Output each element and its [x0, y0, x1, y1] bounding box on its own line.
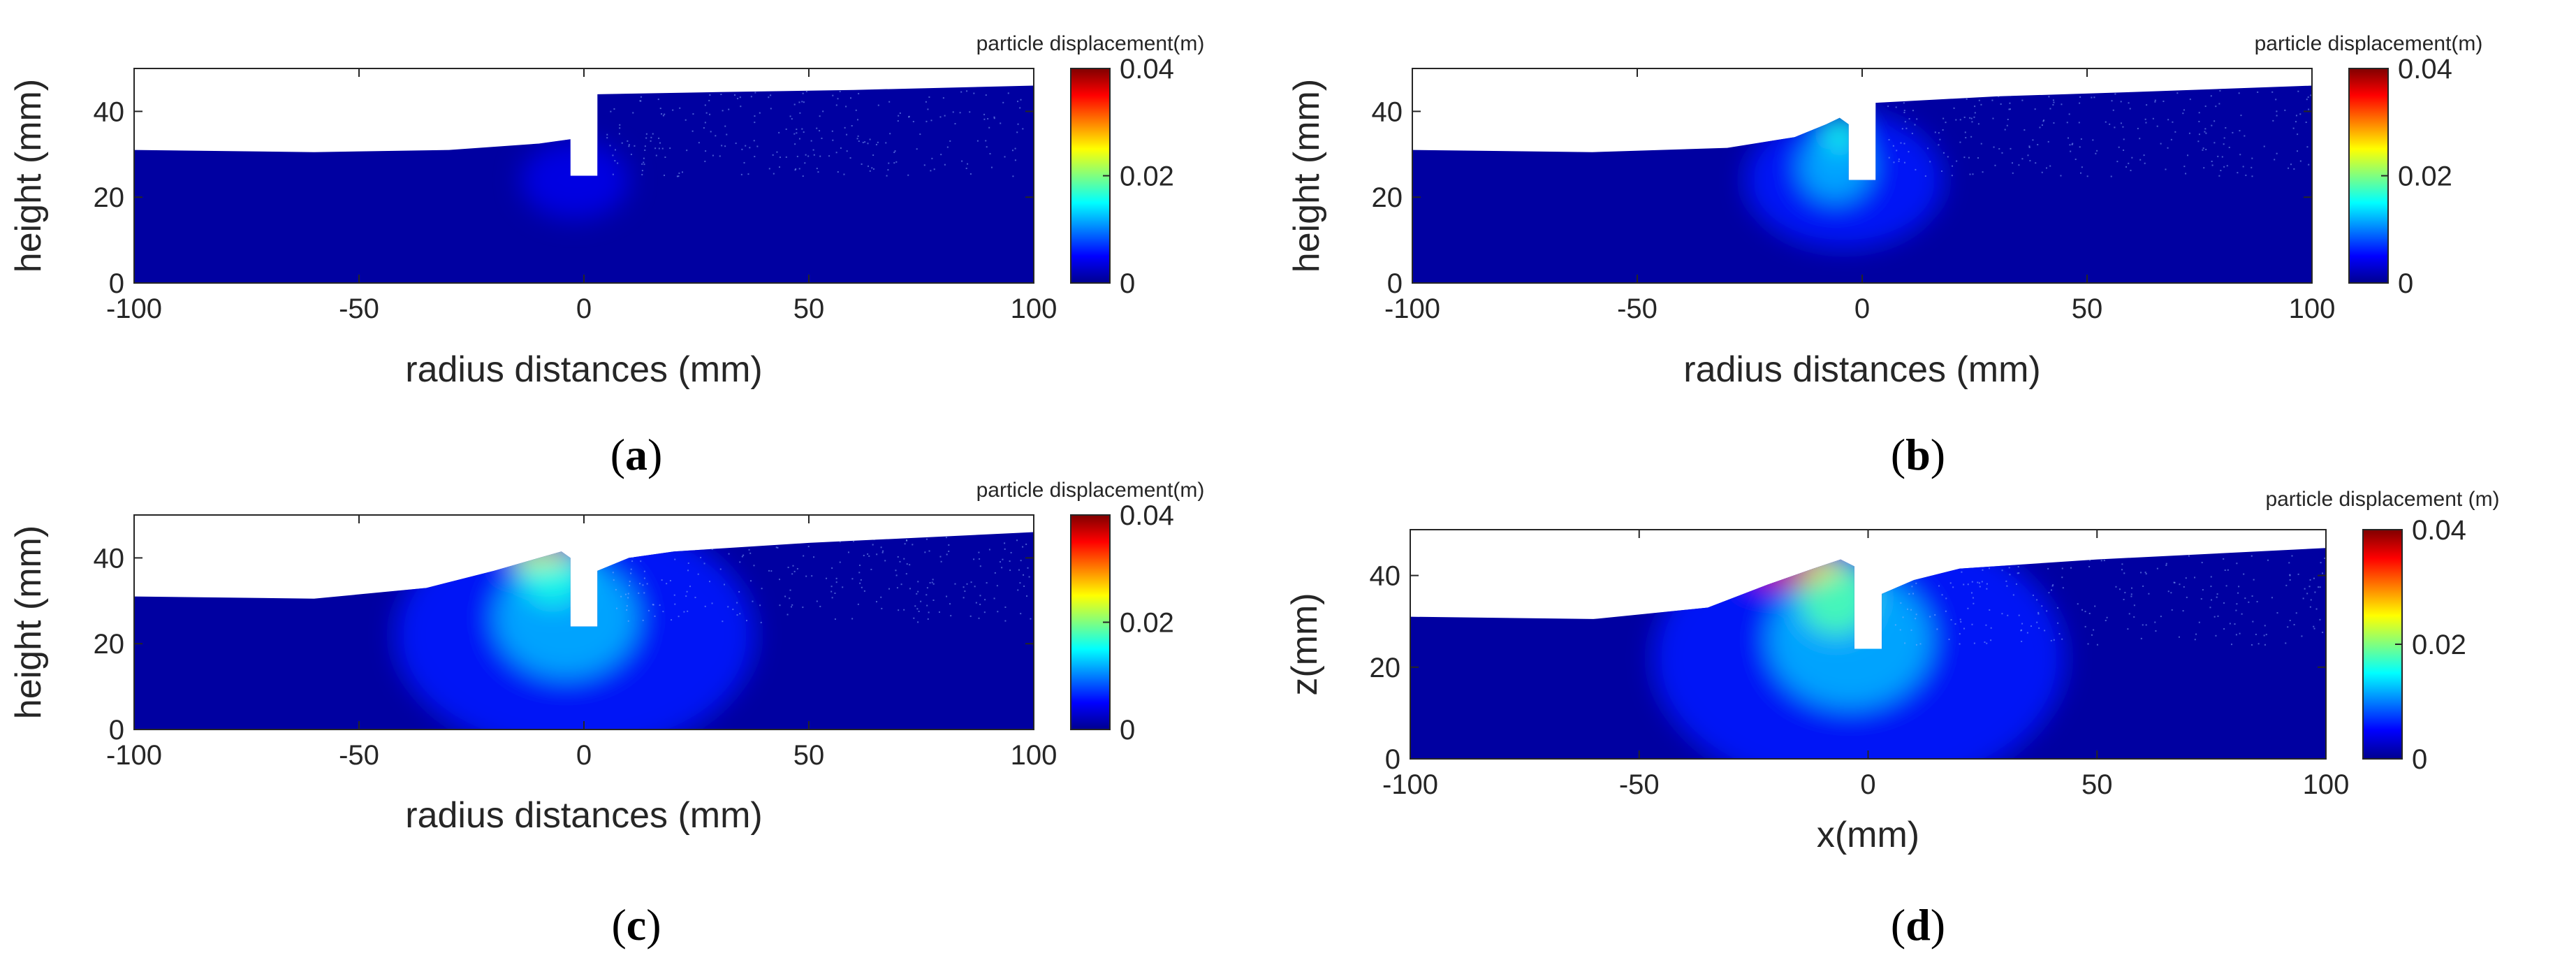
- colorbar-tick-label: 0: [1120, 715, 1135, 746]
- x-tick-label: 50: [2072, 293, 2103, 324]
- y-tick-label: 40: [94, 96, 125, 127]
- x-tick-label: 100: [1011, 293, 1058, 324]
- x-tick-label: -100: [1384, 293, 1440, 324]
- y-tick-label: 40: [1372, 96, 1403, 127]
- y-tick-label: 20: [1372, 182, 1403, 213]
- colorbar-title: particle displacement(m): [976, 479, 1205, 502]
- x-tick-label: 0: [576, 740, 592, 771]
- colorbar-tick-label: 0.02: [1120, 608, 1174, 639]
- colorbar-tick-label: 0.04: [1120, 500, 1174, 531]
- x-tick-label: 50: [793, 740, 825, 771]
- colorbar-tick-label: 0.02: [2398, 161, 2452, 192]
- colorbar-tick-label: 0: [1120, 268, 1135, 299]
- x-tick-label: -50: [1617, 293, 1657, 324]
- x-axis-label: x(mm): [1817, 815, 1919, 855]
- y-tick-label: 0: [109, 715, 124, 746]
- displacement-field: [1412, 85, 2312, 283]
- caption-b: (b): [1891, 430, 1945, 479]
- y-tick-label: 40: [1370, 561, 1401, 592]
- panel-d: -100 -50 0 50 100 0 20 40 x(mm) z(mm) 0 0.02 0.04 par…: [1285, 488, 2500, 855]
- y-tick-label: 0: [109, 268, 124, 299]
- y-tick-label: 20: [94, 629, 125, 660]
- panel-b: -100 -50 0 50 100 0 20 40 radius distances (mm) h…: [1287, 32, 2482, 390]
- displacement-field: [134, 85, 1034, 283]
- y-axis-label: height (mm): [8, 79, 49, 273]
- y-tick-label: 20: [1370, 653, 1401, 683]
- x-tick-label: 0: [1860, 769, 1875, 800]
- x-axis-label: radius distances (mm): [405, 795, 762, 836]
- colorbar-tick-label: 0.04: [2412, 515, 2466, 546]
- displacement-region: [520, 141, 629, 219]
- y-axis-label: z(mm): [1285, 593, 1325, 695]
- colorbar-tick-label: 0.04: [2398, 54, 2452, 85]
- colorbar-title: particle displacement(m): [2255, 32, 2483, 55]
- colorbar-tick-label: 0.02: [2412, 630, 2466, 660]
- x-tick-label: -100: [106, 293, 162, 324]
- x-tick-label: -100: [1382, 769, 1438, 800]
- x-tick-label: 100: [2303, 769, 2350, 800]
- x-tick-label: 50: [2081, 769, 2113, 800]
- colorbar-title: particle displacement(m): [976, 32, 1205, 55]
- displacement-region: [543, 544, 571, 563]
- x-axis-label: radius distances (mm): [1683, 349, 2040, 390]
- panel-c: -100 -50 0 50 100 0 20 40 radius distances (mm) h…: [8, 479, 1204, 836]
- displacement-region: [1822, 115, 1858, 150]
- y-axis-label: height (mm): [1287, 79, 1327, 273]
- y-axis-label: height (mm): [8, 525, 49, 719]
- caption-d: (d): [1891, 900, 1945, 950]
- panel-a: -100 -50 0 50 100 0 20 40 radius distances (mm) h…: [8, 32, 1204, 390]
- displacement-region: [1799, 557, 1845, 576]
- y-tick-label: 40: [94, 543, 125, 574]
- y-tick-label: 0: [1387, 268, 1403, 299]
- colorbar-title: particle displacement (m): [2265, 488, 2499, 511]
- y-tick-label: 0: [1385, 744, 1400, 775]
- colorbar-tick-label: 0.02: [1120, 161, 1174, 192]
- x-tick-label: 0: [576, 293, 592, 324]
- x-tick-label: 0: [1854, 293, 1870, 324]
- x-tick-label: 100: [2289, 293, 2336, 324]
- colorbar-tick-label: 0: [2412, 744, 2427, 775]
- y-tick-label: 20: [94, 182, 125, 213]
- colorbar-tick-label: 0: [2398, 268, 2413, 299]
- x-tick-label: -100: [106, 740, 162, 771]
- displacement-region: [1799, 561, 1873, 635]
- displacement-region: [1749, 566, 1822, 585]
- x-tick-label: -50: [339, 740, 379, 771]
- x-tick-label: -50: [339, 293, 379, 324]
- caption-a: (a): [610, 430, 663, 479]
- x-axis-label: radius distances (mm): [405, 349, 762, 390]
- x-tick-label: 100: [1011, 740, 1058, 771]
- x-tick-label: -50: [1619, 769, 1660, 800]
- x-tick-label: 50: [793, 293, 825, 324]
- colorbar-tick-label: 0.04: [1120, 54, 1174, 85]
- displacement-field: [134, 532, 1034, 730]
- caption-c: (c): [611, 900, 661, 950]
